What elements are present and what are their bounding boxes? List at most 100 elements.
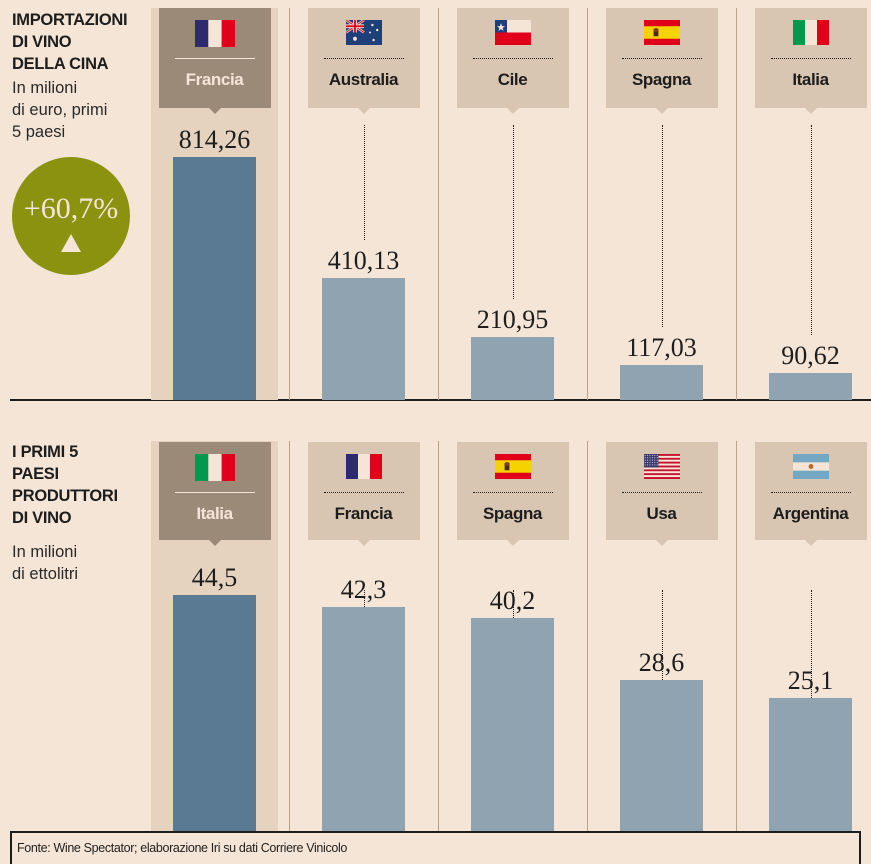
pointer-arrow-icon [208, 108, 221, 114]
source-footer: Fonte: Wine Spectator; elaborazione Iri … [10, 831, 861, 864]
dotted-guide-line [363, 590, 365, 607]
column-separator [438, 441, 439, 832]
value-label: 28,6 [638, 647, 685, 677]
country-label-box-argentina [754, 442, 867, 540]
country-label-box-francia [307, 442, 420, 540]
bar-usa [620, 679, 703, 832]
growth-badge: +60,7% [12, 157, 130, 275]
country-label: Spagna [482, 504, 542, 523]
dotted-guide-line [661, 590, 663, 680]
subtitle-line: In milioni [12, 79, 78, 97]
spain-flag-icon [643, 20, 680, 45]
label-divider [621, 492, 702, 493]
value-label: 44,5 [191, 563, 238, 592]
usa-flag-icon [643, 454, 680, 479]
bar-italia [173, 595, 256, 832]
title-line: PRODUTTORI [12, 487, 118, 505]
chart-subtitle: In milioni di euro, primi 5 paesi [12, 77, 107, 143]
pointer-arrow-icon [804, 108, 817, 114]
country-label: Argentina [772, 504, 849, 523]
highlight-column [151, 441, 278, 832]
label-divider [770, 58, 851, 59]
subtitle-line: di ettolitri [12, 565, 79, 583]
label-divider [472, 58, 553, 59]
dotted-guide-line [810, 590, 812, 699]
pointer-arrow-icon [357, 108, 370, 114]
spain-flag-icon [494, 454, 531, 479]
subtitle-line: 5 paesi [12, 123, 66, 141]
country-label: Italia [196, 504, 233, 523]
country-label: Spagna [631, 70, 691, 89]
column-separator [289, 8, 290, 400]
country-label: Italia [792, 70, 829, 89]
value-label: 42,3 [340, 574, 387, 604]
country-label-box-italia [158, 442, 271, 540]
chart-subtitle: In milioni di ettolitri [12, 541, 78, 585]
value-label: 25,1 [787, 666, 834, 696]
bar-francia [322, 606, 405, 832]
column-separator [289, 441, 290, 832]
france-flag-icon [345, 454, 382, 479]
country-label: Usa [646, 504, 677, 523]
bar-argentina [769, 698, 852, 832]
value-label: 117,03 [626, 333, 697, 363]
subtitle-line: di euro, primi [12, 101, 108, 119]
label-divider [770, 492, 851, 493]
title-line: IMPORTAZIONI [12, 11, 128, 29]
country-label: Francia [185, 70, 244, 89]
country-label: Australia [328, 70, 399, 89]
bar-cile [471, 337, 554, 400]
italy-flag-icon [792, 20, 829, 45]
dotted-guide-line [512, 125, 514, 300]
pointer-arrow-icon [357, 540, 370, 546]
growth-badge-value: +60,7% [23, 192, 119, 225]
value-label: 40,2 [489, 585, 536, 615]
bar-australia [322, 277, 405, 400]
value-label: 90,62 [781, 340, 840, 370]
bar-italia [769, 372, 852, 400]
country-label: Cile [497, 70, 528, 89]
chart-title: IMPORTAZIONI DI VINO DELLA CINA [12, 9, 128, 75]
italy-flag-icon [194, 454, 235, 481]
title-line: DI VINO [12, 509, 72, 527]
title-line: DELLA CINA [12, 55, 109, 73]
chart-title: I PRIMI 5 PAESI PRODUTTORI DI VINO [12, 441, 118, 529]
column-separator [587, 8, 588, 400]
value-label: 814,26 [178, 125, 251, 154]
chart-imports: IMPORTAZIONI DI VINO DELLA CINA In milio… [0, 0, 871, 410]
value-label: 410,13 [327, 245, 400, 275]
subtitle-line: In milioni [12, 543, 78, 561]
argentina-flag-icon [792, 454, 829, 479]
dotted-guide-line [810, 125, 812, 335]
country-label-box-usa [605, 442, 718, 540]
column-separator [736, 8, 737, 400]
pointer-arrow-icon [655, 108, 668, 114]
title-line: I PRIMI 5 [12, 443, 79, 461]
label-divider [323, 58, 404, 59]
title-line: DI VINO [12, 33, 72, 51]
label-divider [174, 58, 255, 59]
bar-spagna [471, 617, 554, 832]
up-triangle-icon [61, 234, 81, 252]
column-separator [587, 441, 588, 832]
france-flag-icon [194, 20, 235, 47]
country-label: Francia [334, 504, 393, 523]
label-divider [621, 58, 702, 59]
chile-flag-icon [494, 20, 531, 45]
pointer-arrow-icon [655, 540, 668, 546]
label-divider [323, 492, 404, 493]
country-label-box-spagna [456, 442, 569, 540]
dotted-guide-line [661, 125, 663, 328]
pointer-arrow-icon [804, 540, 817, 546]
australia-flag-icon [345, 20, 382, 45]
value-label: 210,95 [476, 305, 549, 335]
dotted-guide-line [363, 125, 365, 240]
column-separator [736, 441, 737, 832]
bar-spagna [620, 365, 703, 400]
source-text: Fonte: Wine Spectator; elaborazione Iri … [17, 841, 347, 855]
title-line: PAESI [12, 465, 59, 483]
pointer-arrow-icon [506, 108, 519, 114]
pointer-arrow-icon [506, 540, 519, 546]
column-separator [438, 8, 439, 400]
label-divider [174, 492, 255, 493]
